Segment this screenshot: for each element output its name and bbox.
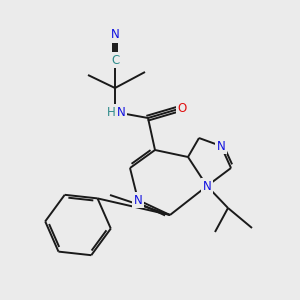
Text: N: N [117,106,125,118]
Text: N: N [217,140,225,152]
Text: N: N [111,28,119,41]
Text: O: O [177,101,187,115]
Text: N: N [202,179,211,193]
Text: N: N [134,194,142,206]
Text: C: C [111,53,119,67]
Text: H: H [106,106,116,118]
